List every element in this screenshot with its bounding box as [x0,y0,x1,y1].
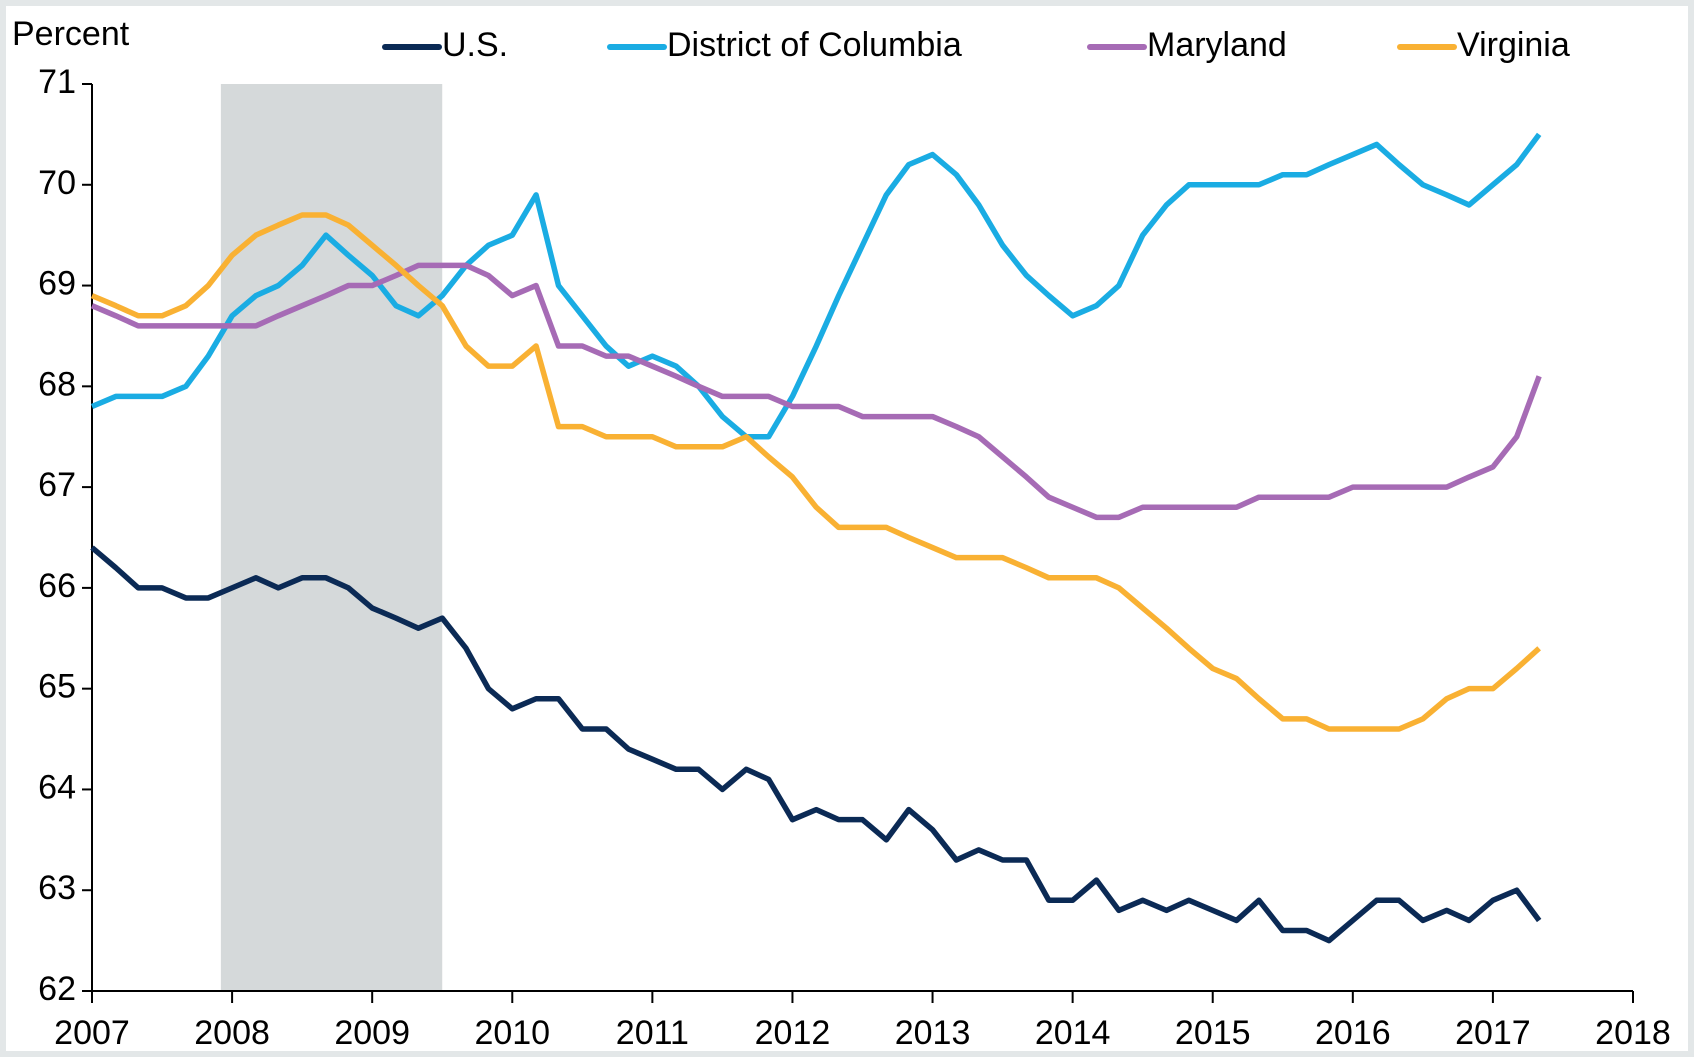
legend-label: Maryland [1147,26,1287,64]
x-tick-label: 2017 [1455,1014,1531,1052]
series-line [90,212,1541,732]
legend-label: Virginia [1457,26,1570,64]
x-tick-label: 2007 [54,1014,130,1052]
y-tick-label: 67 [38,466,76,504]
y-tick-label: 62 [38,970,76,1008]
x-tick-label: 2012 [755,1014,831,1052]
x-tick-label: 2011 [616,1014,689,1052]
y-tick-label: 64 [38,768,76,806]
y-tick-label: 69 [38,265,76,303]
x-tick-label: 2010 [474,1014,550,1052]
x-tick-label: 2013 [895,1014,971,1052]
y-tick-label: 70 [38,164,76,202]
series-line [90,545,1542,944]
x-tick-label: 2015 [1175,1014,1251,1052]
x-tick-label: 2014 [1035,1014,1111,1052]
legend-label: District of Columbia [667,26,962,64]
y-tick-label: 65 [38,668,76,706]
y-tick-label: 63 [38,869,76,907]
legend-label: U.S. [442,26,508,64]
x-tick-label: 2008 [194,1014,270,1052]
y-tick-label: 68 [38,365,76,403]
y-tick-label: 71 [38,63,76,101]
x-tick-label: 2009 [334,1014,410,1052]
series-line [90,262,1542,521]
y-axis-label: Percent [12,15,130,53]
y-tick-label: 66 [38,567,76,605]
x-tick-label: 2018 [1595,1014,1671,1052]
series-line [90,132,1542,440]
x-tick-label: 2016 [1315,1014,1391,1052]
